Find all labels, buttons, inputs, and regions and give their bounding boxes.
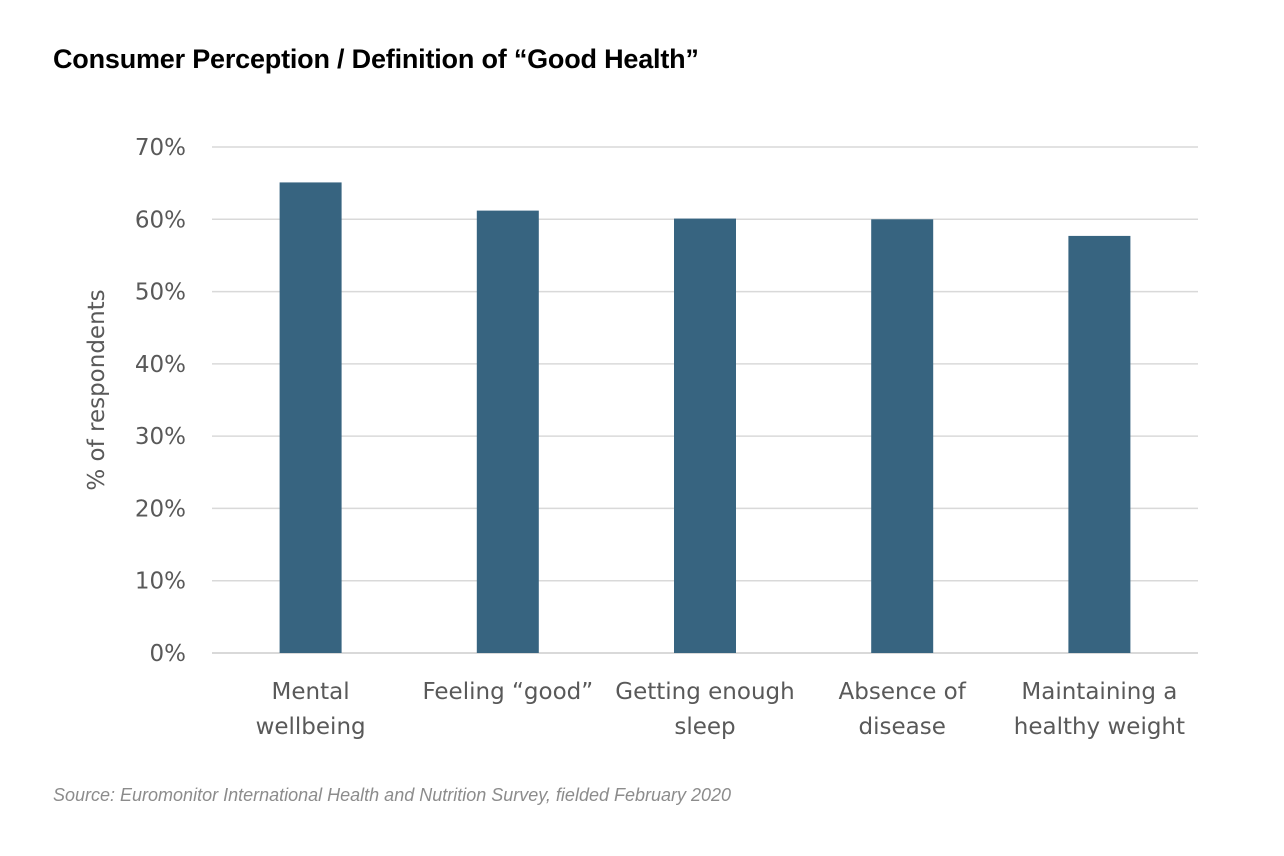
bar bbox=[476, 210, 539, 653]
y-axis-ticks: 0% 10% 20% 30% 40% 50% 60% 70% bbox=[135, 135, 186, 667]
bar bbox=[279, 182, 342, 654]
x-tick-label: Mental wellbeing bbox=[256, 679, 366, 740]
y-tick-label: 10% bbox=[135, 569, 186, 595]
y-tick-label: 40% bbox=[135, 352, 186, 378]
x-tick-label: Feeling “good” bbox=[422, 679, 593, 705]
x-tick-label: Absence of disease bbox=[839, 679, 967, 740]
y-tick-label: 50% bbox=[135, 280, 186, 306]
y-tick-label: 60% bbox=[135, 207, 186, 233]
y-tick-label: 70% bbox=[135, 135, 186, 161]
bar bbox=[674, 218, 736, 653]
y-tick-label: 30% bbox=[135, 424, 186, 450]
y-axis-title: % of respondents bbox=[84, 289, 110, 490]
y-tick-label: 20% bbox=[135, 496, 186, 522]
bar bbox=[1068, 235, 1131, 653]
bar bbox=[871, 219, 934, 654]
x-axis-labels: Mental wellbeing Feeling “good” Getting eno… bbox=[256, 679, 1185, 740]
x-tick-label: Getting enough sleep bbox=[615, 679, 794, 740]
source-note: Source: Euromonitor International Health… bbox=[53, 785, 732, 805]
x-tick-label: Maintaining a healthy weight bbox=[1014, 679, 1185, 740]
chart-title: Consumer Perception / Definition of “Goo… bbox=[53, 44, 699, 74]
y-tick-label: 0% bbox=[150, 641, 187, 667]
bars bbox=[279, 182, 1131, 654]
